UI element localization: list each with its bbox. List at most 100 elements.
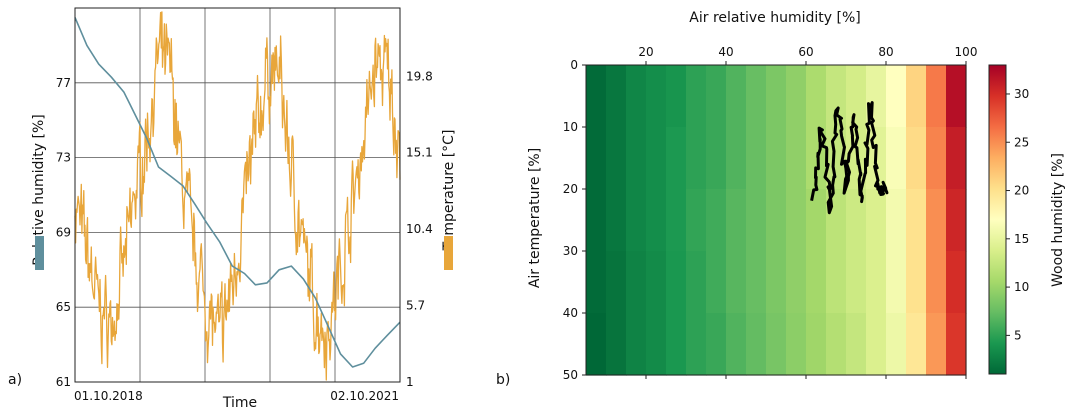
- heatmap-cell: [886, 189, 907, 252]
- heatmap-cell: [746, 127, 767, 190]
- colorbar-tick-label: 10: [1014, 280, 1029, 294]
- x-tick-label: 02.10.2021: [330, 389, 399, 403]
- heatmap-cell: [706, 189, 727, 252]
- colorbar-tick-label: 20: [1014, 184, 1029, 198]
- humidity-legend-swatch: [35, 236, 44, 270]
- heatmap-cell: [686, 189, 707, 252]
- right-y-tick-label: 19.8: [406, 69, 433, 83]
- heatmap-cell: [766, 313, 787, 376]
- heatmap-cell: [606, 65, 627, 128]
- y-tick-label: 0: [570, 58, 578, 72]
- x-tick-label: 60: [798, 45, 813, 59]
- colorbar-label: Wood humidity [%]: [1050, 153, 1066, 287]
- heatmap-cell: [926, 65, 947, 128]
- temperature-legend-swatch: [444, 236, 453, 270]
- left-y-tick-label: 77: [56, 76, 71, 90]
- heatmap-cell: [686, 251, 707, 314]
- heatmap-cell: [626, 189, 647, 252]
- heatmap-cell: [626, 313, 647, 376]
- x-tick-label: 20: [638, 45, 653, 59]
- panel-b-letter: b): [496, 372, 510, 388]
- heatmap-cell: [706, 251, 727, 314]
- heatmap-cell: [626, 65, 647, 128]
- heatmap-cell: [606, 313, 627, 376]
- right-y-tick-label: 1: [406, 375, 414, 389]
- heatmap-cell: [666, 127, 687, 190]
- y-tick-label: 50: [563, 368, 578, 382]
- heatmap-cell: [946, 189, 967, 252]
- heatmap-cell: [886, 127, 907, 190]
- heatmap-cell: [926, 127, 947, 190]
- heatmap-cell: [706, 313, 727, 376]
- heatmap-cell: [866, 251, 887, 314]
- x-tick-label: 40: [718, 45, 733, 59]
- panel-b-x-axis-label: Air relative humidity [%]: [689, 10, 860, 26]
- heatmap-cell: [586, 189, 607, 252]
- colorbar: [988, 64, 1007, 375]
- panel-b-frame: [585, 64, 967, 376]
- heatmap-cell: [906, 251, 927, 314]
- panel-b-y-ticks: 0 10 20 30 40 50: [563, 58, 586, 382]
- y-tick-label: 20: [563, 182, 578, 196]
- heatmap-cell: [646, 127, 667, 190]
- heatmap-cell: [686, 127, 707, 190]
- heatmap-cell: [646, 189, 667, 252]
- right-y-tick-label: 15.1: [406, 146, 433, 160]
- right-y-tick-label: 10.4: [406, 222, 433, 236]
- heatmap-cell: [826, 313, 847, 376]
- y-tick-label: 10: [563, 120, 578, 134]
- left-y-tick-label: 65: [56, 300, 71, 314]
- left-y-tick-label: 61: [56, 375, 71, 389]
- heatmap-cell: [586, 313, 607, 376]
- heatmap-cell: [746, 251, 767, 314]
- panel-a-right-axis-label: Temperature [°C]: [441, 130, 457, 252]
- heatmap-cell: [746, 313, 767, 376]
- x-tick-label: 01.10.2018: [74, 389, 143, 403]
- heatmap-cell: [726, 313, 747, 376]
- x-tick-label: 100: [955, 45, 978, 59]
- heatmap-cell: [746, 65, 767, 128]
- heatmap-cell: [726, 65, 747, 128]
- heatmap-cell: [926, 313, 947, 376]
- left-y-tick-label: 69: [56, 225, 71, 239]
- heatmap-cell: [706, 65, 727, 128]
- heatmap-cell: [686, 65, 707, 128]
- panel-a-frame: [74, 7, 401, 383]
- heatmap-cell: [906, 313, 927, 376]
- heatmap-cell: [626, 251, 647, 314]
- heatmap-cell: [666, 65, 687, 128]
- heatmap-cell: [806, 65, 827, 128]
- colorbar-tick-label: 5: [1014, 328, 1022, 342]
- heatmap-cell: [806, 313, 827, 376]
- heatmap-cell: [886, 313, 907, 376]
- heatmap-cell: [846, 313, 867, 376]
- heatmap-cell: [926, 189, 947, 252]
- heatmap-cell: [646, 313, 667, 376]
- colorbar-tick-label: 15: [1014, 232, 1029, 246]
- heatmap-cell: [606, 251, 627, 314]
- heatmap-cell: [606, 189, 627, 252]
- heatmap-cell: [586, 251, 607, 314]
- heatmap-cell: [666, 189, 687, 252]
- heatmap-cell: [766, 189, 787, 252]
- temperature-series-line: [74, 11, 401, 381]
- heatmap-cell: [646, 65, 667, 128]
- heatmap-cell: [826, 65, 847, 128]
- right-y-tick-label: 5.7: [406, 299, 425, 313]
- panel-a: 61 65 69 73 77 1 5.7 10.4 15.1 19.8 01.10.2018 0…: [8, 7, 457, 411]
- y-tick-label: 40: [563, 306, 578, 320]
- heatmap-cell: [846, 189, 867, 252]
- heatmap-cell: [726, 251, 747, 314]
- heatmap-overlay: [810, 101, 889, 215]
- heatmap-cell: [906, 65, 927, 128]
- heatmap-cell: [586, 127, 607, 190]
- x-tick-label: 80: [878, 45, 893, 59]
- heatmap-cell: [846, 65, 867, 128]
- heatmap-cell: [766, 127, 787, 190]
- heatmap-cell: [846, 251, 867, 314]
- panel-b: 20 40 60 80 100 0 10 20 30 40 50 Air relative hum…: [496, 10, 1066, 388]
- heatmap-cell: [786, 65, 807, 128]
- panel-a-right-ticks: 1 5.7 10.4 15.1 19.8: [406, 69, 433, 389]
- heatmap-cell: [666, 313, 687, 376]
- panel-a-letter: a): [8, 372, 22, 388]
